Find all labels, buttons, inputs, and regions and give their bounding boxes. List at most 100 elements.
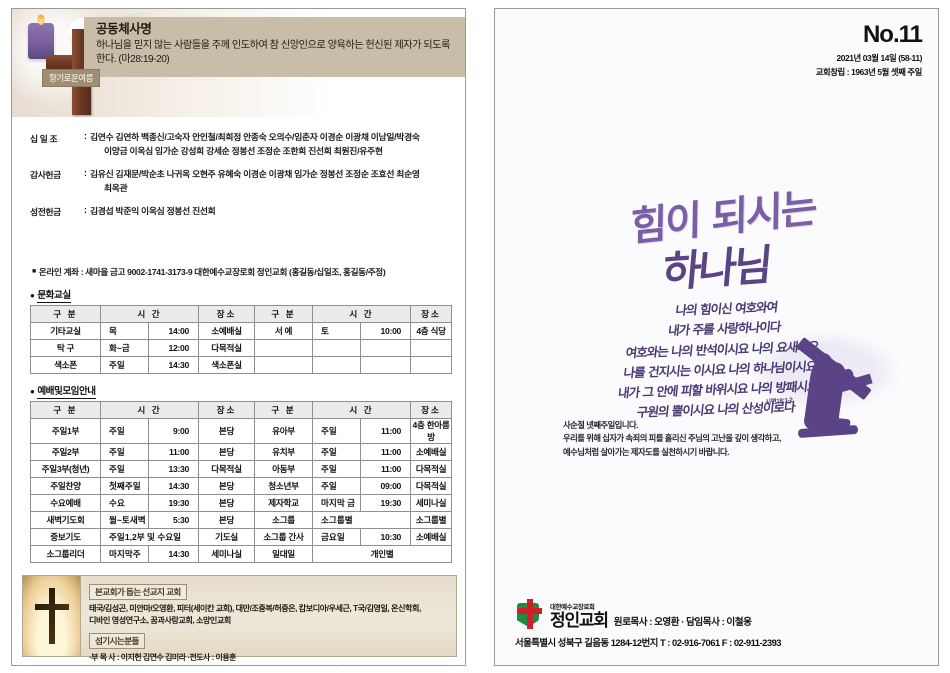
community-mission-title: 공동체사명 [96,22,152,36]
offering-label: 십 일 조 [30,133,58,144]
cell-category: 유치부 [254,443,314,462]
mission-and-staff-box: 본교회가 돕는 선교지 교회 태국/김성곤, 미얀마/오영환, 피터(세이칸 교… [22,575,457,665]
calligraphy-title-line2: 하나님 [660,240,772,297]
table-row: 주일찬양 첫째주일 14:30 본당 청소년부 주일 09:00 다목적실 [30,477,453,496]
issue-number: No.11 [862,21,923,48]
cell-day: 마지막주 [100,545,149,564]
col-place-1: 장소 [198,305,256,324]
cell-category: 주일2부 [30,443,101,462]
col-place-2: 장소 [410,401,453,420]
cell-place: 기도실 [198,528,256,547]
culture-class-heading: ● 문화교실 [30,287,465,303]
cell-time: 19:30 [360,494,412,513]
lent-message: 사순절 넷째주일입니다. 우리를 위해 십자가 속죄의 피를 흘리신 주님의 고… [563,419,863,459]
cell-day: 개인별 [312,545,453,564]
col-time-2: 시 간 [312,401,412,420]
cell-time: 12:00 [147,339,200,358]
cell-place: 세미나실 [198,545,256,564]
lent-message-line1: 사순절 넷째주일입니다. [563,420,638,430]
pastors-line: 원로목사 : 오영환 · 담임목사 : 이철웅 [613,617,752,628]
table-row: 주일2부 주일 11:00 본당 유치부 주일 11:00 소예배실 [30,443,453,462]
cell-place: 본당 [198,477,256,496]
cell-time: 14:30 [147,477,200,496]
cell-time: 19:30 [147,494,200,513]
col-place-2: 장소 [410,305,453,324]
cell-category: 기타교실 [30,322,101,341]
cell-place: 4층 한아름방 [410,418,453,445]
cell-place: 소예배실 [410,528,453,547]
worship-schedule-table: 구 분 시 간 장소 구 분 시 간 장소 주일1부 주일 9:00 본당 유아… [30,401,453,564]
cell-place: 소그룹별 [410,511,453,530]
cell-day: 수요 [100,494,149,513]
col-place-1: 장소 [198,401,256,420]
cell-category: 청소년부 [254,477,314,496]
cell-time: 09:00 [360,477,412,496]
cell-place: 소예배실 [410,443,453,462]
bullet-icon: ■ [32,268,36,276]
cell-time: 5:30 [147,511,200,530]
worship-schedule-heading: ● 예배및모임안내 [30,383,465,399]
calligraphy-artwork: 힘이 되시는 하나님 나의 힘이신 여호와여 내가 주를 사랑하나이다 여호와는… [495,159,938,459]
cell-place: 세미나실 [410,494,453,513]
table-row: 주일1부 주일 9:00 본당 유아부 주일 11:00 4층 한아름방 [30,418,453,445]
issue-info: No.11 2021년 03월 14일 (58-11) 교회창립 : 1963년… [816,21,923,78]
cell-place: 색소폰실 [198,356,256,375]
mission-and-staff-body: 본교회가 돕는 선교지 교회 태국/김성곤, 미얀마/오영환, 피터(세이칸 교… [81,576,456,665]
staff-line1: ·부 목 사 : 이지헌 김연수 김미라 ·전도사 : 이용훈 [89,652,236,662]
cross-horizontal-beam [34,604,69,610]
offering-thanksgiving-row: 감사헌금 : 김유신 김재문/박순초 나귀옥 오현주 유혜숙 이경순 이광채 임… [30,168,447,196]
offering-colon: : [84,204,87,215]
offering-names-line2: 최옥관 [104,182,128,193]
church-name-block: 대한예수교장로회 정인교회 [550,602,609,629]
cross-vertical-beam [48,588,55,644]
cell-category: 소그룹 [254,511,314,530]
cell-place: 본당 [198,443,256,462]
cell-empty [254,339,314,358]
cell-day: 마지막 금 [312,494,362,513]
cell-category: 아동부 [254,460,314,479]
cell-day: 주일 [100,460,149,479]
cell-day: 주일 [100,356,149,375]
cell-day: 화~금 [100,339,149,358]
cell-place: 본당 [198,494,256,513]
culture-class-heading-text: 문화교실 [37,290,71,303]
cell-category: 중보기도 [30,528,101,547]
community-mission-text: 하나님을 믿지 않는 사람들을 주께 인도하여 참 신앙인으로 양육하는 헌신된… [96,39,450,66]
col-category-2: 구 분 [254,305,314,324]
photo-caption-tag: 향기로운여름 [42,69,100,87]
cell-empty [360,356,412,375]
offering-building-row: 성전헌금 : 김경섭 박준익 이옥심 정봉선 진선희 [30,205,447,219]
cell-time: 14:30 [147,545,200,564]
offering-names-line1: 김연수 김연하 백종신/고숙자 안인철/최희정 안종숙 오의수/임춘자 이경순 … [90,132,420,142]
cell-category: 서 예 [254,322,314,341]
community-mission-band: 공동체사명 하나님을 믿지 않는 사람들을 주께 인도하여 참 신앙인으로 양육… [84,17,465,77]
cell-place: 본당 [198,511,256,530]
cell-day: 소그룹별 [312,511,412,530]
table-row: 중보기도 주일1,2부 및 수요일 기도실 소그룹 간사 금요일 10:30 소… [30,528,453,547]
cell-category: 소그룹 간사 [254,528,314,547]
logo-cross-vertical [527,599,533,629]
church-logo-icon [515,599,545,629]
cell-day: 주일 [312,443,362,462]
cell-time: 10:00 [360,322,412,341]
church-identity-row: 대한예수교장로회 정인교회 원로목사 : 오영환 · 담임목사 : 이철웅 [515,599,925,629]
mission-field-line2: 디바인 영성연구소, 꿈과사랑교회, 소망인교회 [89,615,231,625]
cell-day: 토 [312,322,362,341]
cell-day: 주일 [312,418,362,445]
section-bullet-icon: ● [30,291,35,301]
cell-category: 주일3부(청년) [30,460,101,479]
offering-names-line1: 김유신 김재문/박순초 나귀옥 오현주 유혜숙 이경순 이광채 임가순 정봉선 … [90,168,420,179]
left-page: 공동체사명 하나님을 믿지 않는 사람들을 주께 인도하여 참 신앙인으로 양육… [11,8,466,666]
masthead: 공동체사명 하나님을 믿지 않는 사람들을 주께 인도하여 참 신앙인으로 양육… [12,9,465,117]
cell-category: 주일찬양 [30,477,101,496]
offering-label: 성전헌금 [30,207,61,218]
mission-field-line1: 태국/김성곤, 미얀마/오영환, 피터(세이칸 교회), 대만/조중복/허중은,… [89,604,421,613]
table-row: 수요예배 수요 19:30 본당 제자학교 마지막 금 19:30 세미나실 [30,494,453,513]
cell-empty [410,356,453,375]
candle-icon [28,23,54,59]
cell-day: 주일 [100,418,149,445]
cell-empty [410,339,453,358]
cell-time: 14:00 [147,322,200,341]
cell-time: 13:30 [147,460,200,479]
